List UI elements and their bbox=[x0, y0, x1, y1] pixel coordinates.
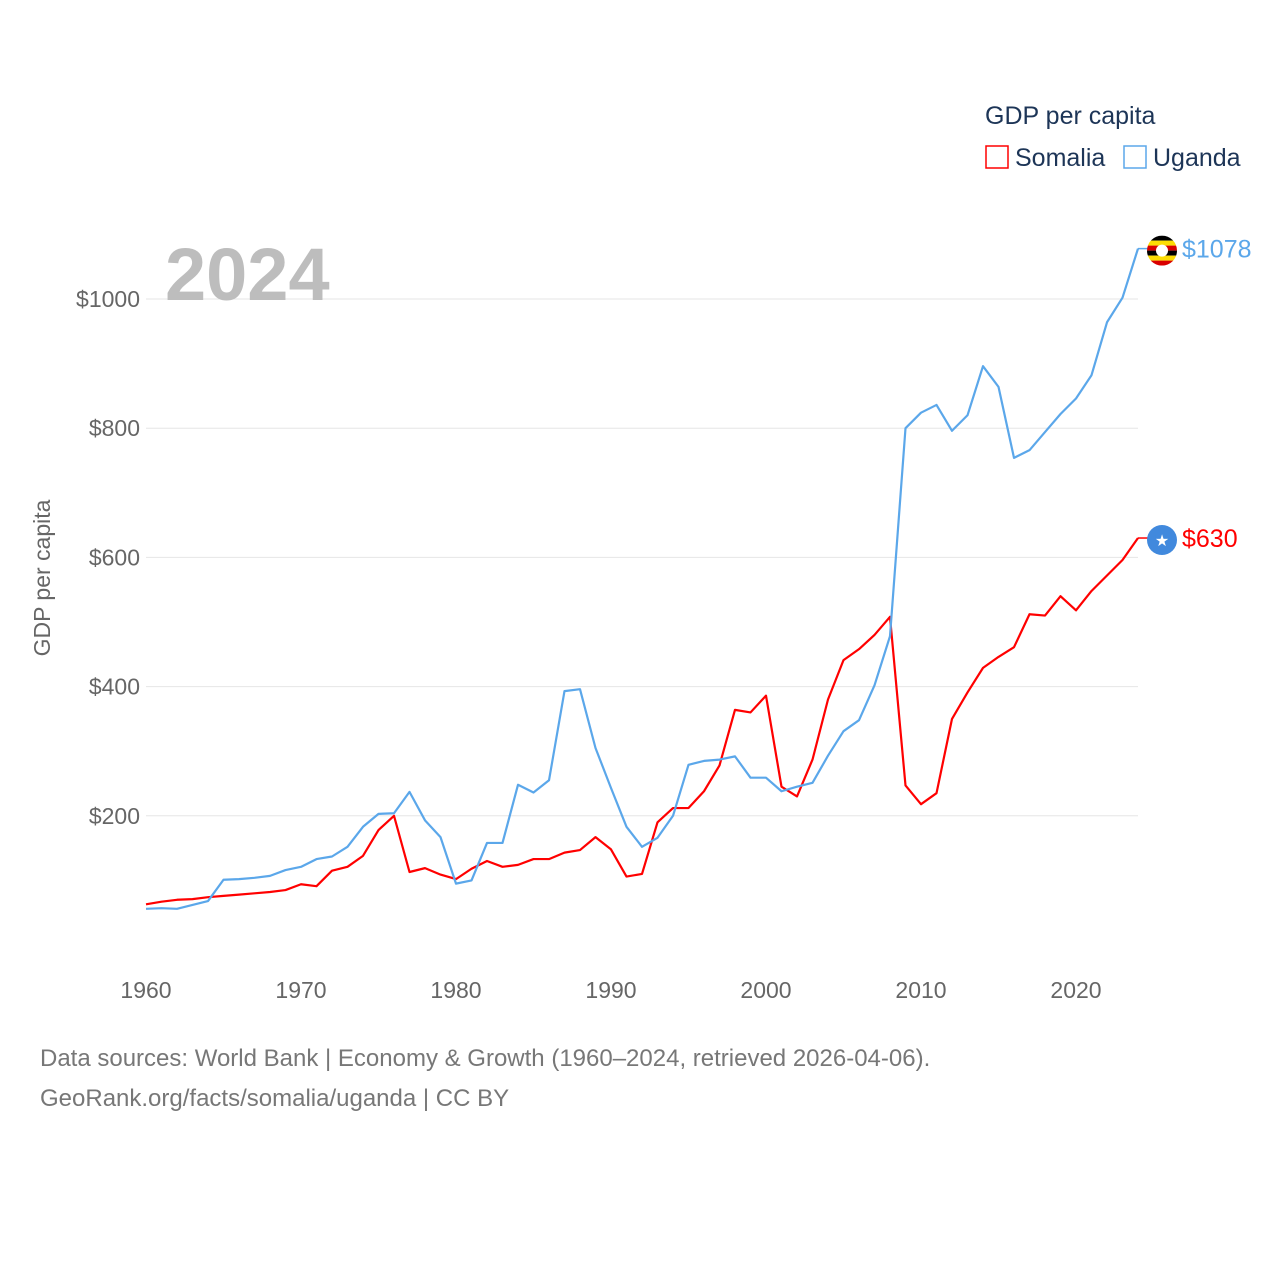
footer-sources: Data sources: World Bank | Economy & Gro… bbox=[40, 1045, 931, 1072]
legend-swatch bbox=[985, 145, 1009, 169]
y-tick-label: $600 bbox=[89, 544, 140, 570]
year-watermark: 2024 bbox=[165, 233, 330, 316]
x-tick-label: 2010 bbox=[895, 977, 946, 1003]
y-axis-label: GDP per capita bbox=[29, 499, 55, 656]
legend-title: GDP per capita bbox=[985, 102, 1156, 130]
x-tick-label: 1990 bbox=[585, 977, 636, 1003]
x-tick-label: 2000 bbox=[740, 977, 791, 1003]
series-line-uganda bbox=[145, 248, 1140, 910]
y-tick-label: $200 bbox=[89, 803, 140, 829]
y-tick-label: $1000 bbox=[76, 286, 140, 312]
uganda-flag-icon bbox=[1147, 235, 1177, 266]
legend-item-uganda[interactable]: Uganda bbox=[1153, 144, 1241, 172]
footer-attribution[interactable]: GeoRank.org/facts/somalia/uganda | CC BY bbox=[40, 1085, 510, 1112]
x-tick-label: 1970 bbox=[275, 977, 326, 1003]
somalia-flag-icon: ★ bbox=[1147, 525, 1177, 556]
x-tick-label: 1980 bbox=[430, 977, 481, 1003]
y-tick-label: $400 bbox=[89, 674, 140, 700]
legend-swatch bbox=[1123, 145, 1147, 169]
series-line-somalia bbox=[145, 537, 1139, 906]
x-tick-label: 1960 bbox=[120, 977, 171, 1003]
end-value-label: $630 bbox=[1182, 525, 1238, 553]
x-tick-label: 2020 bbox=[1050, 977, 1101, 1003]
y-tick-label: $800 bbox=[89, 415, 140, 441]
end-value-label: $1078 bbox=[1182, 236, 1252, 264]
svg-text:★: ★ bbox=[1155, 533, 1169, 550]
legend-item-somalia[interactable]: Somalia bbox=[1015, 144, 1105, 172]
